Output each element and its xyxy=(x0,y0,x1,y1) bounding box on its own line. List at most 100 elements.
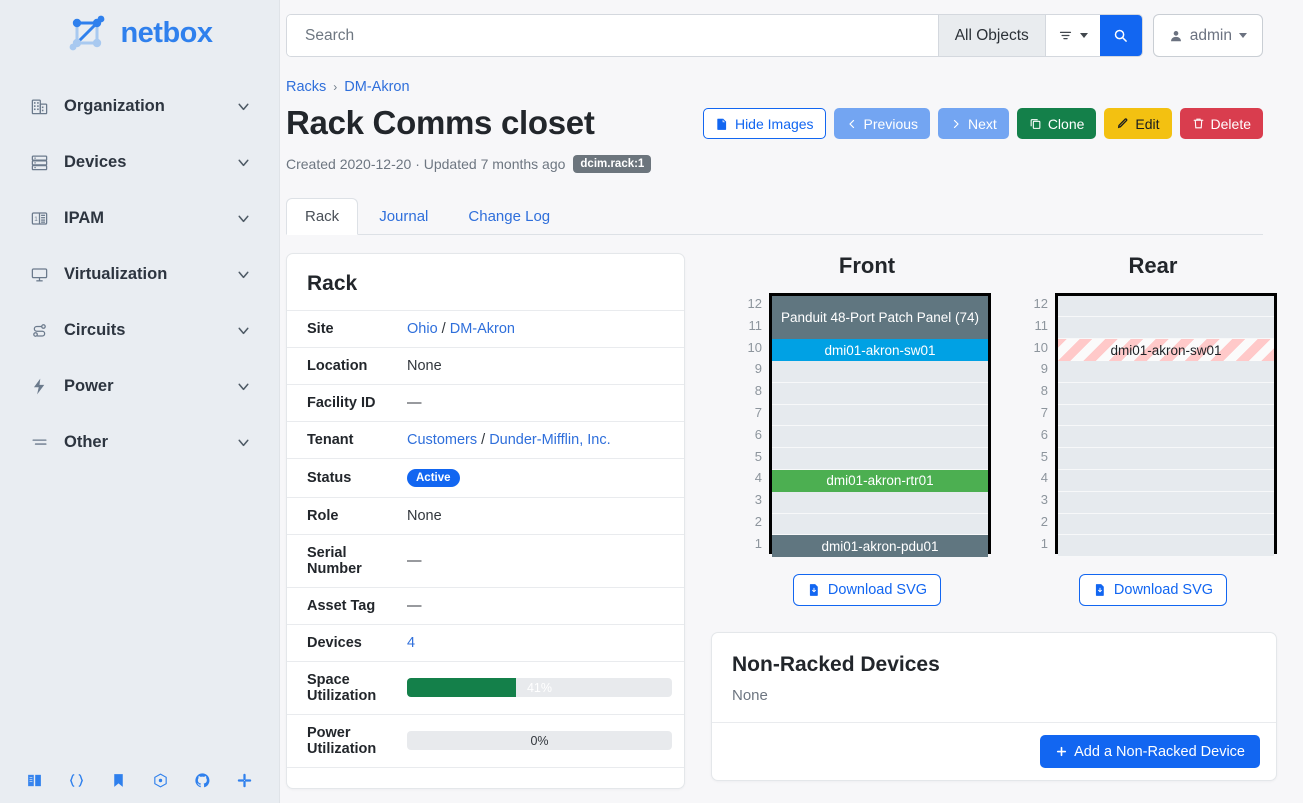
search-filter-button[interactable] xyxy=(1044,15,1100,56)
tab-change-log[interactable]: Change Log xyxy=(468,207,551,225)
breadcrumb-item-racks[interactable]: Racks xyxy=(286,79,327,95)
filter-icon xyxy=(1058,28,1073,43)
user-menu-button[interactable]: admin xyxy=(1152,14,1263,57)
rack-unit-number: 11 xyxy=(1034,317,1049,333)
search-input[interactable] xyxy=(287,15,938,56)
sidebar-item-circuits[interactable]: Circuits xyxy=(0,302,279,358)
rack-card-title: Rack xyxy=(307,271,358,295)
clone-button[interactable]: Clone xyxy=(1016,108,1097,139)
edit-button[interactable]: Edit xyxy=(1104,108,1172,139)
sidebar-item-label: Other xyxy=(64,432,109,451)
rack-unit-slot[interactable] xyxy=(1058,317,1274,340)
progress-fill xyxy=(407,678,516,698)
rack-device[interactable]: dmi01-akron-rtr01 xyxy=(772,469,988,492)
rack-front-frame[interactable]: Panduit 48-Port Patch Panel (74) dmi01-ak… xyxy=(769,292,991,558)
tab-rack[interactable]: Rack xyxy=(286,197,359,235)
rack-unit-number: 3 xyxy=(754,492,762,508)
rack-unit-slot[interactable] xyxy=(1058,295,1274,318)
rack-unit-slot[interactable] xyxy=(1058,404,1274,427)
github-icon[interactable] xyxy=(181,772,223,789)
devices-count-link[interactable]: 4 xyxy=(407,634,416,651)
rack-unit-slot[interactable] xyxy=(772,513,988,536)
breadcrumb-item-site[interactable]: DM-Akron xyxy=(344,79,410,95)
search-submit-button[interactable] xyxy=(1099,15,1142,56)
next-button[interactable]: Next xyxy=(938,108,1009,139)
chevron-down-icon xyxy=(235,434,252,451)
download-svg-label: Download SVG xyxy=(827,582,928,599)
add-non-racked-device-button[interactable]: Add a Non-Racked Device xyxy=(1040,735,1260,769)
slack-icon[interactable] xyxy=(223,772,265,789)
sidebar-item-devices[interactable]: Devices xyxy=(0,134,279,190)
download-svg-rear-button[interactable]: Download SVG xyxy=(1078,574,1228,607)
rack-device[interactable]: dmi01-akron-sw01 xyxy=(772,339,988,361)
brand-logo[interactable]: netbox xyxy=(0,0,279,66)
tenant-group-link[interactable]: Customers xyxy=(407,431,478,448)
download-svg-front-button[interactable]: Download SVG xyxy=(792,574,942,607)
row-value: 0% xyxy=(395,713,684,768)
site-region-link[interactable]: Ohio xyxy=(407,320,438,337)
chevron-down-icon xyxy=(235,154,252,171)
rack-unit-slot[interactable] xyxy=(1058,513,1274,536)
rack-unit-slot[interactable] xyxy=(1058,491,1274,514)
rack-unit-number: 4 xyxy=(1040,470,1048,486)
search-scope-selector[interactable]: All Objects xyxy=(937,15,1045,56)
trash-icon xyxy=(1192,117,1205,130)
sidebar-item-organization[interactable]: Organization xyxy=(0,78,279,134)
row-value: Customers / Dunder-Mifflin, Inc. xyxy=(395,420,684,459)
rack-unit-slot[interactable] xyxy=(772,426,988,449)
rack-unit-slot[interactable] xyxy=(1058,382,1274,405)
rack-unit-slot[interactable] xyxy=(772,404,988,427)
sidebar-item-power[interactable]: Power xyxy=(0,358,279,414)
rack-device[interactable]: Panduit 48-Port Patch Panel (74) xyxy=(772,295,988,340)
bookmark-icon[interactable] xyxy=(98,772,140,789)
rack-unit-number: 10 xyxy=(747,339,762,355)
sidebar-item-virtualization[interactable]: Virtualization xyxy=(0,246,279,302)
row-value: 4 xyxy=(395,623,684,662)
page-meta: Created 2020-12-20 · Updated 7 months ag… xyxy=(286,154,652,173)
rack-rear-unit-numbers: 12 11 10 9 8 7 6 5 4 3 2 1 xyxy=(1029,293,1055,555)
space-utilization-bar: 41% xyxy=(407,678,672,698)
rack-unit-slot[interactable] xyxy=(772,491,988,514)
file-download-icon xyxy=(807,583,821,597)
rack-unit-slot[interactable] xyxy=(1058,426,1274,449)
row-value: Active xyxy=(395,457,684,498)
row-value: — xyxy=(395,533,684,588)
api-icon[interactable] xyxy=(56,772,98,789)
rack-device[interactable]: dmi01-akron-sw01 xyxy=(1058,339,1274,361)
sidebar-item-ipam[interactable]: 1 IPAM xyxy=(0,190,279,246)
tab-journal[interactable]: Journal xyxy=(379,207,429,225)
rack-front-unit-numbers: 12 11 10 9 8 7 6 5 4 3 2 1 xyxy=(743,293,769,555)
tenant-link[interactable]: Dunder-Mifflin, Inc. xyxy=(489,431,611,448)
rack-unit-slot[interactable] xyxy=(1058,535,1274,558)
hide-images-button[interactable]: Hide Images xyxy=(702,108,826,139)
previous-label: Previous xyxy=(863,115,919,132)
row-label: Facility ID xyxy=(287,383,395,422)
rack-details-table: Site Ohio / DM-Akron Location None xyxy=(287,309,684,788)
site-link[interactable]: DM-Akron xyxy=(449,320,515,337)
rack-device[interactable]: dmi01-akron-pdu01 xyxy=(772,535,988,558)
rack-unit-slot[interactable] xyxy=(772,382,988,405)
rack-unit-slot[interactable] xyxy=(1058,448,1274,470)
rack-unit-number: 9 xyxy=(1040,361,1048,377)
value-separator: / xyxy=(441,320,446,337)
rack-unit-slot[interactable] xyxy=(1058,469,1274,492)
table-row: Role None xyxy=(287,496,684,535)
table-row: Location None xyxy=(287,346,684,385)
sidebar-item-other[interactable]: Other xyxy=(0,414,279,470)
rack-unit-slot[interactable] xyxy=(1058,360,1274,383)
delete-button[interactable]: Delete xyxy=(1179,108,1263,139)
rack-unit-slot[interactable] xyxy=(772,360,988,383)
next-label: Next xyxy=(968,115,997,132)
chevron-down-icon xyxy=(235,266,252,283)
docs-icon[interactable] xyxy=(14,772,56,789)
graphql-icon[interactable] xyxy=(139,772,181,789)
rack-rear-frame[interactable]: dmi01-akron-sw01 xyxy=(1055,292,1277,558)
power-icon xyxy=(28,375,50,397)
progress-label: 41% xyxy=(526,680,553,695)
page-title: Rack Comms closet xyxy=(286,104,595,141)
file-download-icon xyxy=(1093,583,1107,597)
ipam-icon: 1 xyxy=(28,207,50,229)
row-value: 41% xyxy=(395,660,684,715)
rack-unit-slot[interactable] xyxy=(772,448,988,470)
previous-button[interactable]: Previous xyxy=(833,108,931,139)
